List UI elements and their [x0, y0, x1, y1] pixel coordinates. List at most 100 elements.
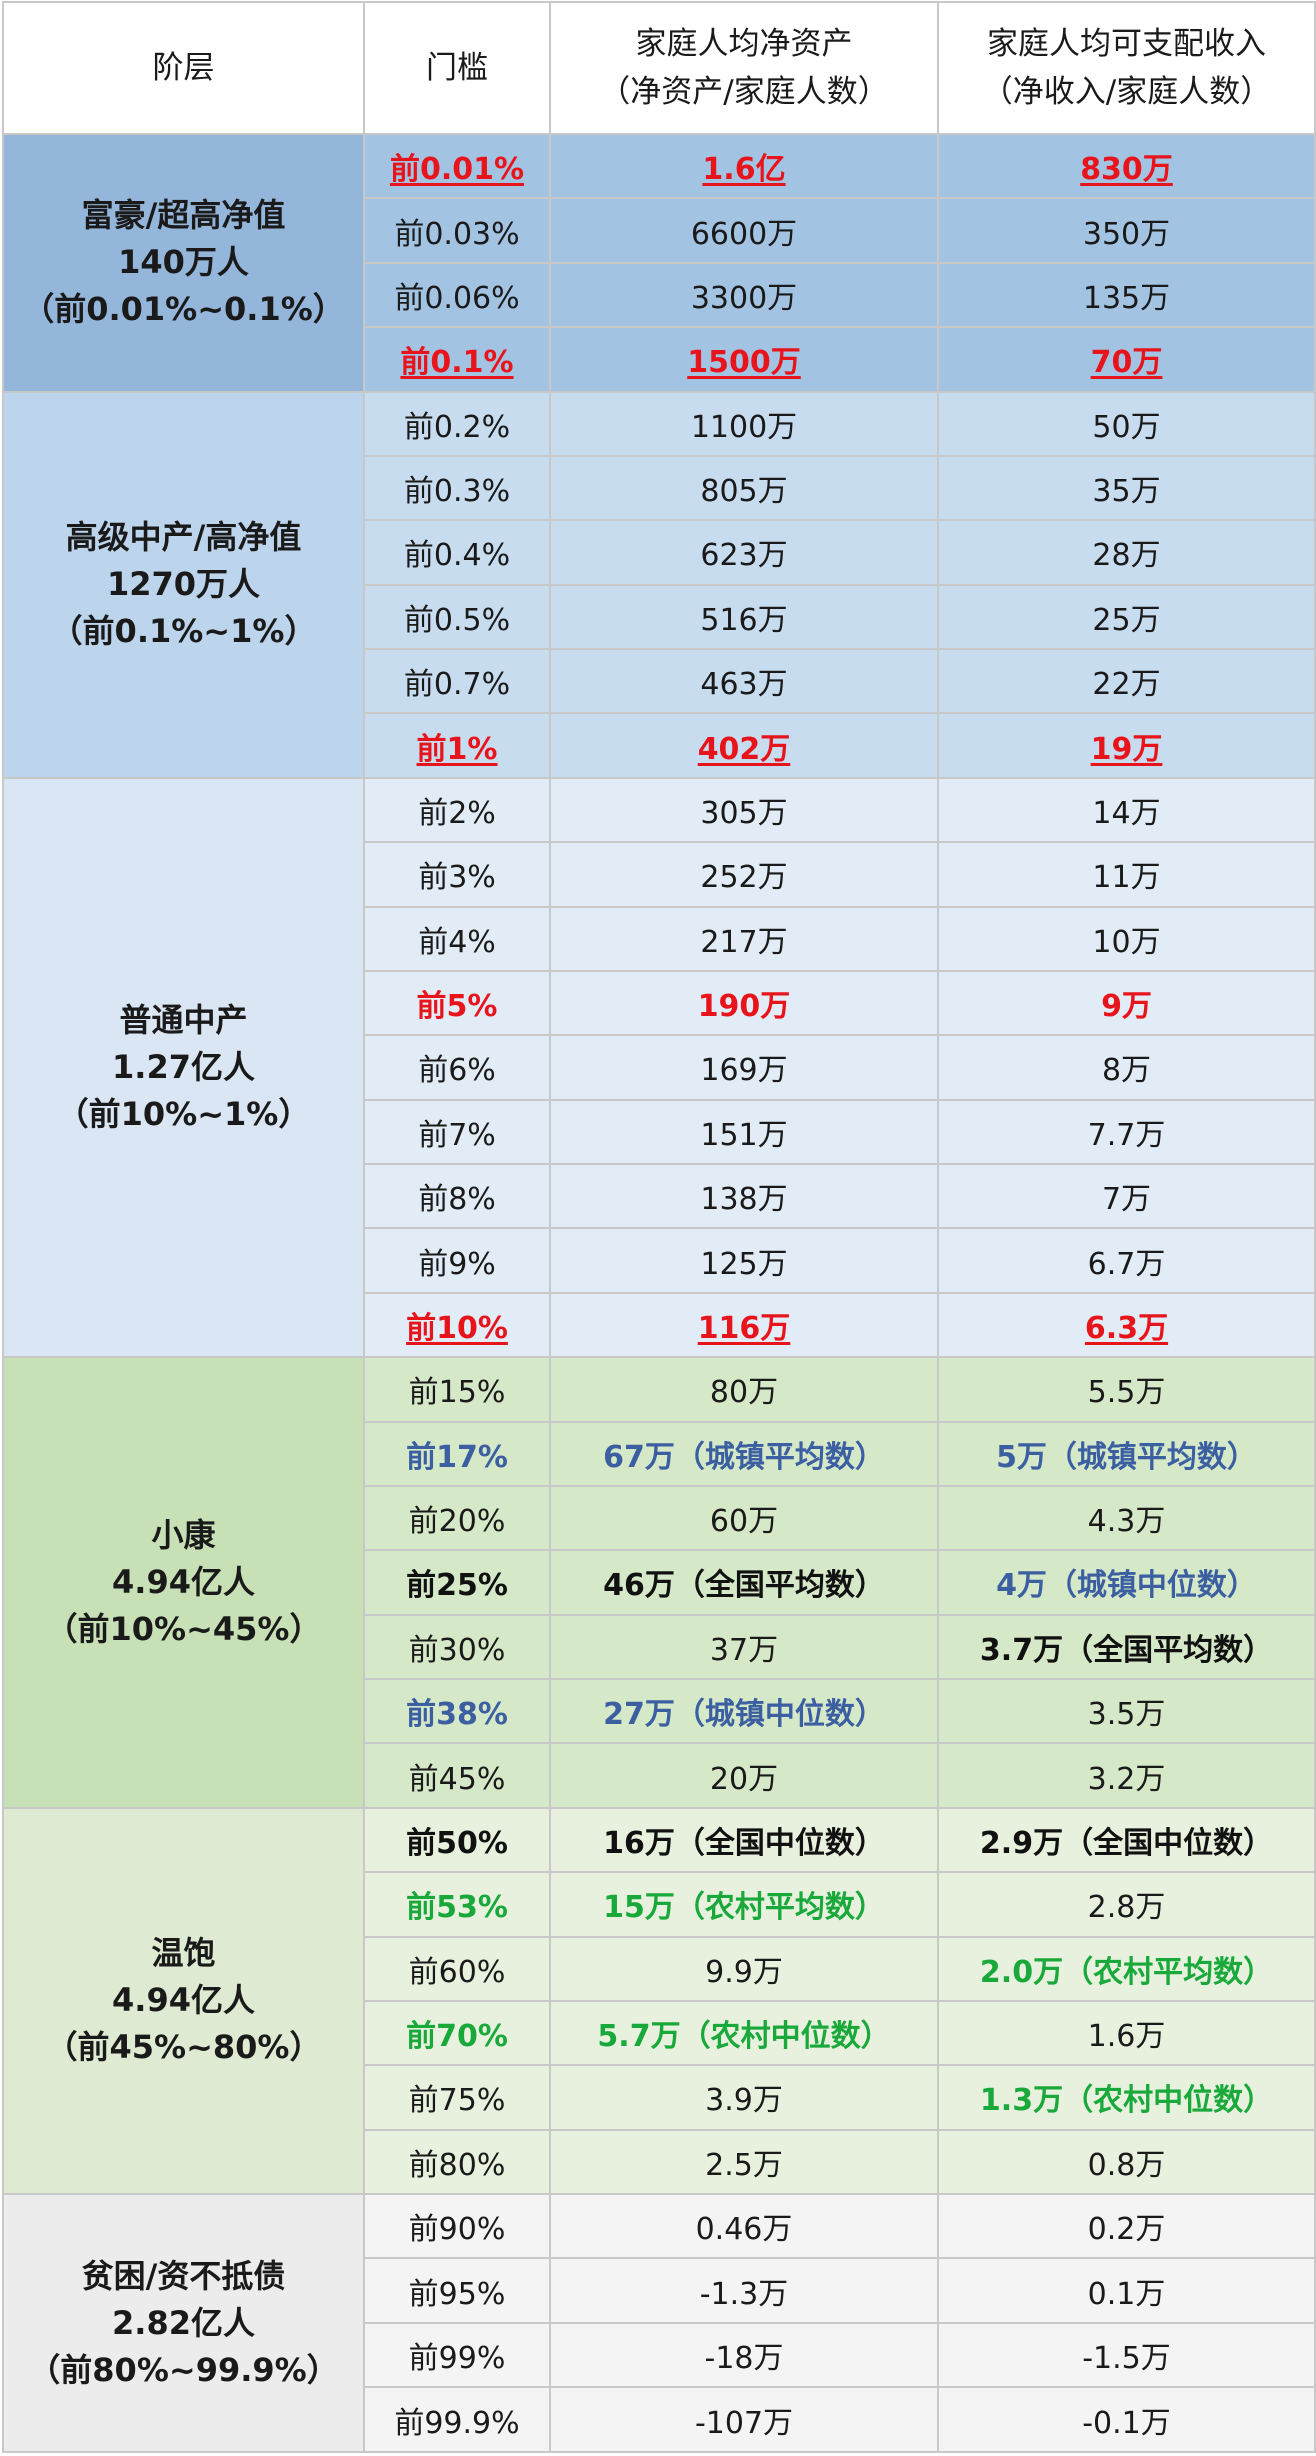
- threshold-cell-value: 前80%: [408, 2147, 506, 2183]
- threshold-cell-value: 前99%: [408, 2340, 506, 2376]
- tier-label-line: 4.94亿人: [112, 1981, 255, 2020]
- net-asset-cell-value: 1100万: [690, 409, 798, 445]
- table-row: 前0.03% 6600万 350万: [3, 197, 1316, 264]
- net-asset-cell-value: 20万: [709, 1761, 779, 1797]
- table-row: 前3% 252万 11万: [3, 841, 1316, 908]
- table-row: 前7% 151万 7.7万: [3, 1098, 1316, 1166]
- table-row: 前53% 15万（农村平均数） 2.8万: [3, 1871, 1316, 1938]
- table-row: 前75% 3.9万 1.3万（农村中位数）: [3, 2064, 1316, 2131]
- table-body: 富豪/超高净值 140万人 （前0.01%~0.1%） 前0.01% 1.6亿 830万前…: [2, 132, 1316, 2453]
- net-asset-cell: 463万: [549, 647, 939, 715]
- net-asset-cell-value: 37万: [709, 1632, 779, 1668]
- income-cell: 6.7万: [937, 1227, 1316, 1294]
- threshold-cell-value: 前0.1%: [400, 345, 514, 381]
- income-cell-value: 35万: [1092, 474, 1161, 510]
- threshold-cell-value: 前3%: [418, 860, 496, 896]
- threshold-cell: 前4%: [363, 905, 551, 972]
- threshold-cell-value: 前2%: [418, 795, 496, 831]
- threshold-cell: 前17%: [363, 1420, 551, 1487]
- threshold-cell-value: 前75%: [408, 2083, 506, 2119]
- net-asset-cell: 516万: [549, 583, 939, 651]
- threshold-cell: 前50%: [363, 1806, 551, 1874]
- tier-label-line: 富豪/超高净值: [81, 196, 286, 235]
- net-asset-cell: -1.3万: [549, 2257, 939, 2324]
- income-cell: -1.5万: [937, 2321, 1316, 2389]
- income-cell: 1.6万: [937, 1999, 1316, 2067]
- income-cell-value: 19万: [1090, 731, 1163, 767]
- header-threshold: 门槛: [363, 1, 551, 135]
- net-asset-cell-value: 46万（全国平均数）: [603, 1568, 885, 1604]
- table-row: 前0.4% 623万 28万: [3, 519, 1316, 586]
- table-row: 前9% 125万 6.7万: [3, 1227, 1316, 1294]
- net-asset-cell-value: 116万: [697, 1310, 791, 1346]
- income-cell: 10万: [937, 905, 1316, 972]
- threshold-cell: 前0.2%: [363, 390, 551, 457]
- table-row: 前17% 67万（城镇平均数） 5万（城镇平均数）: [3, 1420, 1316, 1487]
- net-asset-cell-value: 190万: [697, 989, 791, 1025]
- table-row: 前70% 5.7万（农村中位数） 1.6万: [3, 1999, 1316, 2067]
- income-cell-value: 5万（城镇平均数）: [996, 1439, 1257, 1475]
- income-cell: 7.7万: [937, 1098, 1316, 1166]
- income-cell-value: 350万: [1082, 216, 1171, 252]
- threshold-cell: 前8%: [363, 1162, 551, 1230]
- net-asset-cell: 190万: [549, 969, 939, 1037]
- net-asset-cell: 1500万: [549, 326, 939, 393]
- threshold-cell: 前3%: [363, 841, 551, 908]
- threshold-cell: 前70%: [363, 1999, 551, 2067]
- income-cell: 35万: [937, 454, 1316, 522]
- tier-cell: 富豪/超高净值 140万人 （前0.01%~0.1%）: [2, 133, 365, 393]
- income-cell: 7万: [937, 1162, 1316, 1230]
- income-cell-value: 4.3万: [1087, 1504, 1166, 1540]
- income-cell-value: 14万: [1092, 795, 1161, 831]
- net-asset-cell: -18万: [549, 2321, 939, 2389]
- threshold-cell-value: 前10%: [406, 1310, 508, 1346]
- net-asset-cell: 305万: [549, 776, 939, 844]
- threshold-cell: 前9%: [363, 1227, 551, 1294]
- table-row: 前8% 138万 7万: [3, 1162, 1316, 1230]
- net-asset-cell: 125万: [549, 1227, 939, 1294]
- tier-label-line: （前0.1%~1%）: [50, 612, 317, 651]
- threshold-cell-value: 前60%: [408, 1954, 506, 1990]
- net-asset-cell-value: 138万: [700, 1182, 788, 1218]
- tier-label-line: 140万人: [118, 243, 249, 282]
- threshold-cell-value: 前0.01%: [389, 152, 525, 188]
- net-asset-cell: 151万: [549, 1098, 939, 1166]
- income-cell-value: 28万: [1092, 538, 1161, 574]
- net-asset-cell: 60万: [549, 1484, 939, 1552]
- net-asset-cell-value: 60万: [709, 1504, 779, 1540]
- threshold-cell-value: 前30%: [408, 1632, 506, 1668]
- tier-cell: 普通中产 1.27亿人 （前10%~1%）: [2, 776, 365, 1359]
- threshold-cell: 前2%: [363, 776, 551, 844]
- income-cell: 350万: [937, 197, 1316, 264]
- threshold-cell-value: 前1%: [416, 731, 498, 767]
- income-cell: 25万: [937, 583, 1316, 651]
- income-cell-value: 2.9万（全国中位数）: [979, 1825, 1274, 1861]
- income-cell-value: 830万: [1080, 152, 1173, 188]
- threshold-cell: 前95%: [363, 2257, 551, 2324]
- net-asset-cell-value: 151万: [700, 1117, 788, 1153]
- threshold-cell: 前38%: [363, 1677, 551, 1745]
- net-asset-cell: 6600万: [549, 197, 939, 264]
- income-cell: 28万: [937, 519, 1316, 586]
- threshold-cell-value: 前0.2%: [403, 409, 511, 445]
- income-cell: 4万（城镇中位数）: [937, 1549, 1316, 1616]
- threshold-cell-value: 前99.9%: [394, 2405, 520, 2441]
- net-asset-cell: 217万: [549, 905, 939, 972]
- header-income-line1: 家庭人均可支配收入: [987, 26, 1266, 62]
- net-asset-cell: -107万: [549, 2386, 939, 2453]
- threshold-cell-value: 前90%: [408, 2212, 506, 2248]
- net-asset-cell: 402万: [549, 712, 939, 779]
- net-asset-cell-value: 3.9万: [705, 2083, 783, 2119]
- tier-label-line: 高级中产/高净值: [65, 518, 302, 557]
- tier-label-line: 温饱: [151, 1934, 216, 1973]
- income-cell: 3.5万: [937, 1677, 1316, 1745]
- header-income-line2: （净收入/家庭人数）: [981, 74, 1272, 110]
- net-asset-cell: 116万: [549, 1291, 939, 1359]
- threshold-cell: 前6%: [363, 1034, 551, 1101]
- net-asset-cell: 9.9万: [549, 1935, 939, 2002]
- income-cell: 6.3万: [937, 1291, 1316, 1359]
- net-asset-cell-value: 80万: [709, 1375, 779, 1411]
- threshold-cell: 前0.7%: [363, 647, 551, 715]
- table-row: 前25% 46万（全国平均数） 4万（城镇中位数）: [3, 1549, 1316, 1616]
- net-asset-cell-value: 27万（城镇中位数）: [603, 1697, 885, 1733]
